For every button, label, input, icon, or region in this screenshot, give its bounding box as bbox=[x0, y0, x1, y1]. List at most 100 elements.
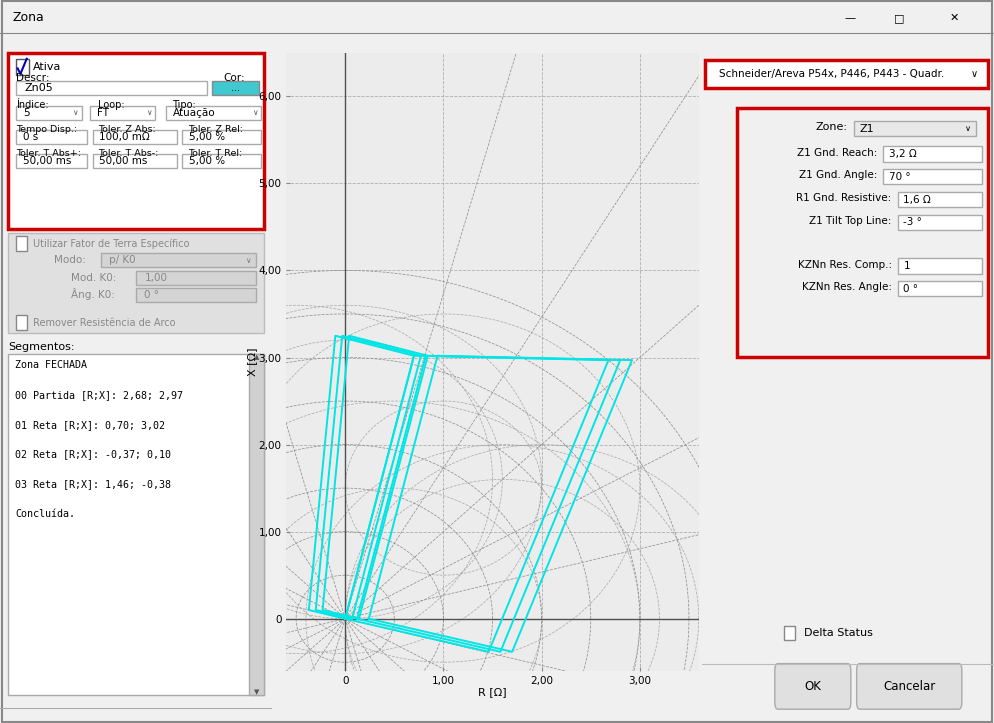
Text: p/ K0: p/ K0 bbox=[109, 255, 135, 265]
Text: 02 Reta [R;X]: -0,37; 0,10: 02 Reta [R;X]: -0,37; 0,10 bbox=[15, 450, 171, 459]
Text: Z1 Gnd. Reach:: Z1 Gnd. Reach: bbox=[797, 147, 877, 158]
Text: 50,00 ms: 50,00 ms bbox=[23, 156, 72, 166]
FancyBboxPatch shape bbox=[857, 664, 962, 709]
Text: 01 Reta [R;X]: 0,70; 3,02: 01 Reta [R;X]: 0,70; 3,02 bbox=[15, 420, 165, 429]
Text: Toler. T Rel:: Toler. T Rel: bbox=[188, 149, 243, 158]
Text: 70 °: 70 ° bbox=[889, 172, 911, 182]
Text: Utilizar Fator de Terra Específico: Utilizar Fator de Terra Específico bbox=[33, 239, 189, 249]
Text: Índice:: Índice: bbox=[16, 100, 49, 110]
Bar bbox=[883, 169, 982, 184]
Text: 5,00 %: 5,00 % bbox=[189, 132, 226, 142]
Bar bbox=[898, 215, 982, 230]
Text: 1: 1 bbox=[904, 261, 911, 271]
Bar bbox=[249, 354, 264, 696]
Text: 5,00 %: 5,00 % bbox=[189, 156, 226, 166]
Text: ▼: ▼ bbox=[253, 689, 259, 695]
Bar bbox=[898, 192, 982, 208]
Text: 3,2 Ω: 3,2 Ω bbox=[889, 149, 916, 159]
Text: Concluída.: Concluída. bbox=[15, 509, 75, 519]
Bar bbox=[92, 130, 177, 144]
Text: 0 °: 0 ° bbox=[144, 290, 159, 300]
Bar bbox=[898, 258, 982, 273]
Text: Zona: Zona bbox=[13, 12, 45, 25]
Text: Tipo:: Tipo: bbox=[172, 100, 196, 110]
Bar bbox=[16, 315, 27, 330]
Bar bbox=[8, 233, 264, 333]
Text: ∨: ∨ bbox=[246, 256, 250, 265]
Text: -3 °: -3 ° bbox=[904, 218, 922, 228]
Text: 100,0 mΩ: 100,0 mΩ bbox=[99, 132, 150, 142]
Bar bbox=[213, 81, 258, 95]
Bar bbox=[136, 271, 256, 286]
Text: Âng. K0:: Âng. K0: bbox=[71, 288, 114, 300]
Text: Toler. T Abs-:: Toler. T Abs-: bbox=[98, 149, 158, 158]
Bar bbox=[8, 54, 264, 229]
Text: ∨: ∨ bbox=[73, 108, 78, 117]
FancyBboxPatch shape bbox=[775, 664, 851, 709]
Text: Mod. K0:: Mod. K0: bbox=[71, 273, 116, 283]
Bar bbox=[883, 147, 982, 162]
Text: ∨: ∨ bbox=[146, 108, 151, 117]
Text: 0 °: 0 ° bbox=[904, 283, 918, 294]
Text: OK: OK bbox=[804, 680, 821, 693]
Text: FT: FT bbox=[96, 108, 108, 118]
Text: 50,00 ms: 50,00 ms bbox=[99, 156, 148, 166]
Text: Tempo Disp.:: Tempo Disp.: bbox=[16, 124, 78, 134]
Bar bbox=[16, 106, 82, 119]
Bar bbox=[166, 106, 261, 119]
Text: Toler. Z Abs:: Toler. Z Abs: bbox=[98, 124, 156, 134]
Bar bbox=[136, 288, 256, 301]
Text: □: □ bbox=[895, 13, 905, 23]
Text: Toler. T Abs+:: Toler. T Abs+: bbox=[16, 149, 82, 158]
Text: Cor:: Cor: bbox=[224, 73, 245, 83]
X-axis label: R [Ω]: R [Ω] bbox=[478, 687, 507, 697]
Bar bbox=[705, 60, 988, 87]
Text: Cancelar: Cancelar bbox=[883, 680, 935, 693]
Bar bbox=[8, 354, 264, 696]
Text: Loop:: Loop: bbox=[98, 100, 124, 110]
Text: Schneider/Areva P54x, P446, P443 - Quadr.: Schneider/Areva P54x, P446, P443 - Quadr… bbox=[720, 69, 944, 79]
Text: Z1: Z1 bbox=[860, 124, 874, 134]
Bar bbox=[16, 154, 87, 168]
Text: Segmentos:: Segmentos: bbox=[8, 342, 75, 351]
Text: 03 Reta [R;X]: 1,46; -0,38: 03 Reta [R;X]: 1,46; -0,38 bbox=[15, 479, 171, 489]
Text: ∨: ∨ bbox=[965, 124, 971, 133]
Text: Z1 Tilt Top Line:: Z1 Tilt Top Line: bbox=[809, 216, 892, 226]
Text: Zona FECHADA: Zona FECHADA bbox=[15, 360, 87, 370]
Text: KZNn Res. Comp.:: KZNn Res. Comp.: bbox=[797, 260, 892, 270]
Text: 1,6 Ω: 1,6 Ω bbox=[904, 194, 931, 205]
Text: Toler. Z Rel:: Toler. Z Rel: bbox=[188, 124, 243, 134]
Text: R1 Gnd. Resistive:: R1 Gnd. Resistive: bbox=[796, 193, 892, 203]
Text: ∨: ∨ bbox=[970, 69, 978, 79]
Text: Atuação: Atuação bbox=[173, 108, 216, 118]
Text: 0 s: 0 s bbox=[23, 132, 39, 142]
Bar bbox=[16, 130, 87, 144]
Text: Zone:: Zone: bbox=[816, 122, 848, 132]
Text: KZNn Res. Angle:: KZNn Res. Angle: bbox=[802, 282, 892, 292]
Text: 00 Partida [R;X]: 2,68; 2,97: 00 Partida [R;X]: 2,68; 2,97 bbox=[15, 390, 183, 400]
Text: ∨: ∨ bbox=[251, 108, 257, 117]
Bar bbox=[89, 106, 155, 119]
Text: Delta Status: Delta Status bbox=[804, 628, 873, 638]
Text: ✕: ✕ bbox=[949, 13, 959, 23]
Text: Ativa: Ativa bbox=[33, 62, 61, 72]
Text: 5: 5 bbox=[23, 108, 30, 118]
Bar bbox=[16, 59, 29, 75]
Bar bbox=[183, 154, 261, 168]
Text: ...: ... bbox=[231, 82, 241, 93]
Text: Z1 Gnd. Angle:: Z1 Gnd. Angle: bbox=[799, 171, 877, 181]
Bar bbox=[183, 130, 261, 144]
Bar bbox=[898, 281, 982, 296]
Text: Zn05: Zn05 bbox=[25, 82, 54, 93]
Text: Modo:: Modo: bbox=[55, 254, 86, 265]
Bar bbox=[92, 154, 177, 168]
Bar bbox=[100, 254, 256, 268]
Y-axis label: X [Ω]: X [Ω] bbox=[248, 348, 257, 376]
Bar bbox=[854, 121, 976, 136]
Text: Remover Resistência de Arco: Remover Resistência de Arco bbox=[33, 317, 175, 328]
Text: 1,00: 1,00 bbox=[144, 273, 167, 283]
Text: ▲: ▲ bbox=[253, 354, 259, 360]
Bar bbox=[16, 81, 207, 95]
Bar bbox=[737, 108, 988, 357]
Bar bbox=[783, 626, 795, 640]
